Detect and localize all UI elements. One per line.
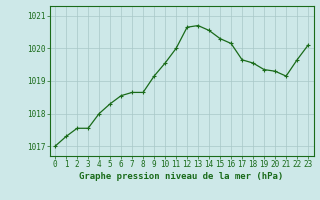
X-axis label: Graphe pression niveau de la mer (hPa): Graphe pression niveau de la mer (hPa) [79,172,284,181]
